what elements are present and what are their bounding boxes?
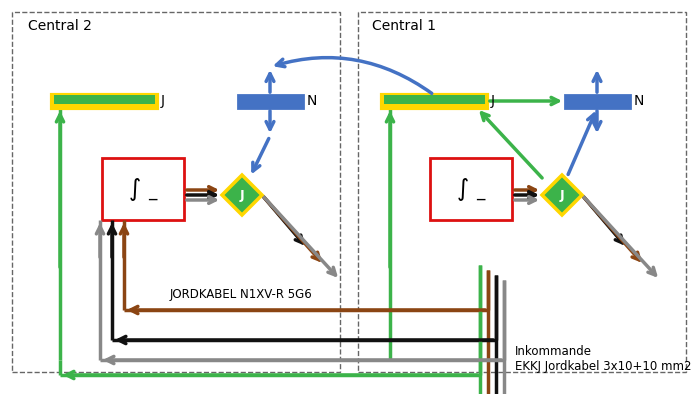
Bar: [238, 95, 303, 108]
Text: J: J: [161, 94, 165, 108]
Bar: [12, 12, 340, 372]
Text: J: J: [491, 94, 495, 108]
Text: Central 2: Central 2: [28, 19, 92, 33]
Bar: [54, 95, 155, 104]
Polygon shape: [542, 175, 582, 215]
Bar: [430, 158, 512, 220]
Text: $\int\,$ _: $\int\,$ _: [127, 175, 158, 203]
Bar: [52, 95, 157, 108]
Polygon shape: [222, 175, 262, 215]
Bar: [565, 95, 630, 108]
Text: EKKJ Jordkabel 3x10+10 mm2: EKKJ Jordkabel 3x10+10 mm2: [515, 360, 692, 373]
Text: J: J: [239, 188, 244, 201]
Text: Inkommande: Inkommande: [515, 345, 592, 358]
Text: J: J: [560, 188, 564, 201]
Bar: [384, 95, 485, 104]
Text: Central 1: Central 1: [372, 19, 436, 33]
Text: N: N: [634, 94, 645, 108]
Bar: [382, 95, 487, 108]
Bar: [102, 158, 184, 220]
Text: JORDKABEL N1XV-R 5G6: JORDKABEL N1XV-R 5G6: [170, 288, 313, 301]
Text: $\int\,$ _: $\int\,$ _: [456, 175, 486, 203]
Text: N: N: [307, 94, 317, 108]
Bar: [358, 12, 686, 372]
